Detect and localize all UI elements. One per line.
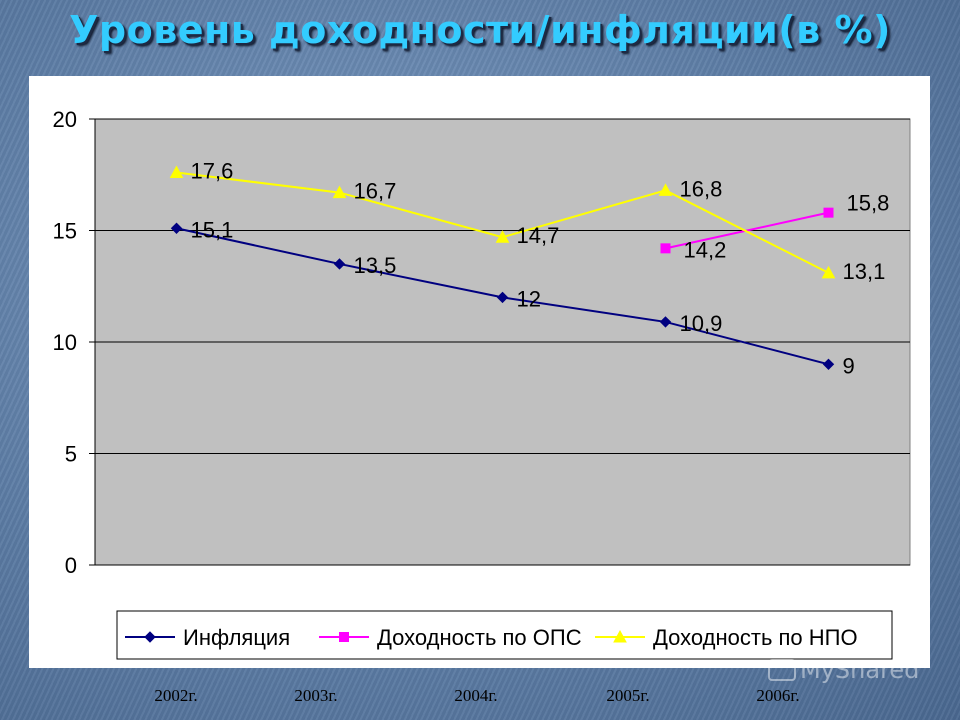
x-category-label: 2005г. xyxy=(606,686,650,705)
page-title: Уровень доходности/инфляции(в %) xyxy=(69,8,891,52)
watermark: MyShared xyxy=(768,656,919,684)
data-label: 10,9 xyxy=(680,311,723,336)
legend-marker xyxy=(144,631,156,643)
y-tick-label: 20 xyxy=(53,107,77,132)
y-tick-label: 10 xyxy=(53,330,77,355)
data-label: 16,7 xyxy=(354,179,397,204)
data-point xyxy=(659,316,672,328)
y-tick-label: 0 xyxy=(65,553,77,578)
data-label: 14,7 xyxy=(517,223,560,248)
data-label: 13,1 xyxy=(843,259,886,284)
legend-marker xyxy=(613,629,627,643)
x-axis-category-labels: 2002г. 2003г. 2004г. 2005г. 2006г. xyxy=(0,686,960,712)
chart-panel: 0 5 10 15 20 15,1 13,5 12 10,9 9 14,2 15,8 17,6 16,7 1… xyxy=(29,76,930,668)
data-label: 17,6 xyxy=(191,159,234,184)
y-tick-label: 15 xyxy=(53,219,77,244)
watermark-text: MyShared xyxy=(800,656,920,684)
data-point xyxy=(821,265,836,279)
x-category-label: 2004г. xyxy=(454,686,498,705)
data-point xyxy=(660,243,671,254)
y-tick-label: 5 xyxy=(65,442,77,467)
watermark-logo-icon xyxy=(768,659,796,681)
data-point xyxy=(333,258,346,270)
data-label: 12 xyxy=(517,286,541,311)
legend-marker xyxy=(339,632,349,642)
data-point xyxy=(170,222,183,234)
legend-box xyxy=(116,610,893,660)
data-point xyxy=(495,230,510,243)
data-label: 14,2 xyxy=(684,237,727,262)
data-point xyxy=(823,207,834,218)
data-label: 15,1 xyxy=(191,217,234,242)
data-label: 16,8 xyxy=(680,176,723,201)
data-label: 15,8 xyxy=(847,191,890,216)
data-label: 13,5 xyxy=(354,253,397,278)
legend-item-label: Доходность по ОПС xyxy=(377,625,582,650)
data-point xyxy=(822,358,835,371)
x-category-label: 2003г. xyxy=(294,686,338,705)
data-point xyxy=(169,165,184,179)
data-label: 9 xyxy=(843,353,855,378)
data-point xyxy=(496,291,509,304)
x-category-label: 2002г. xyxy=(154,686,198,705)
data-point xyxy=(658,183,673,196)
line-chart: 0 5 10 15 20 15,1 13,5 12 10,9 9 14,2 15,8 17,6 16,7 1… xyxy=(53,107,911,660)
data-point xyxy=(332,185,347,199)
legend-item-label: Доходность по НПО xyxy=(653,625,858,650)
legend-item-label: Инфляция xyxy=(183,625,290,650)
x-category-label: 2006г. xyxy=(756,686,800,705)
